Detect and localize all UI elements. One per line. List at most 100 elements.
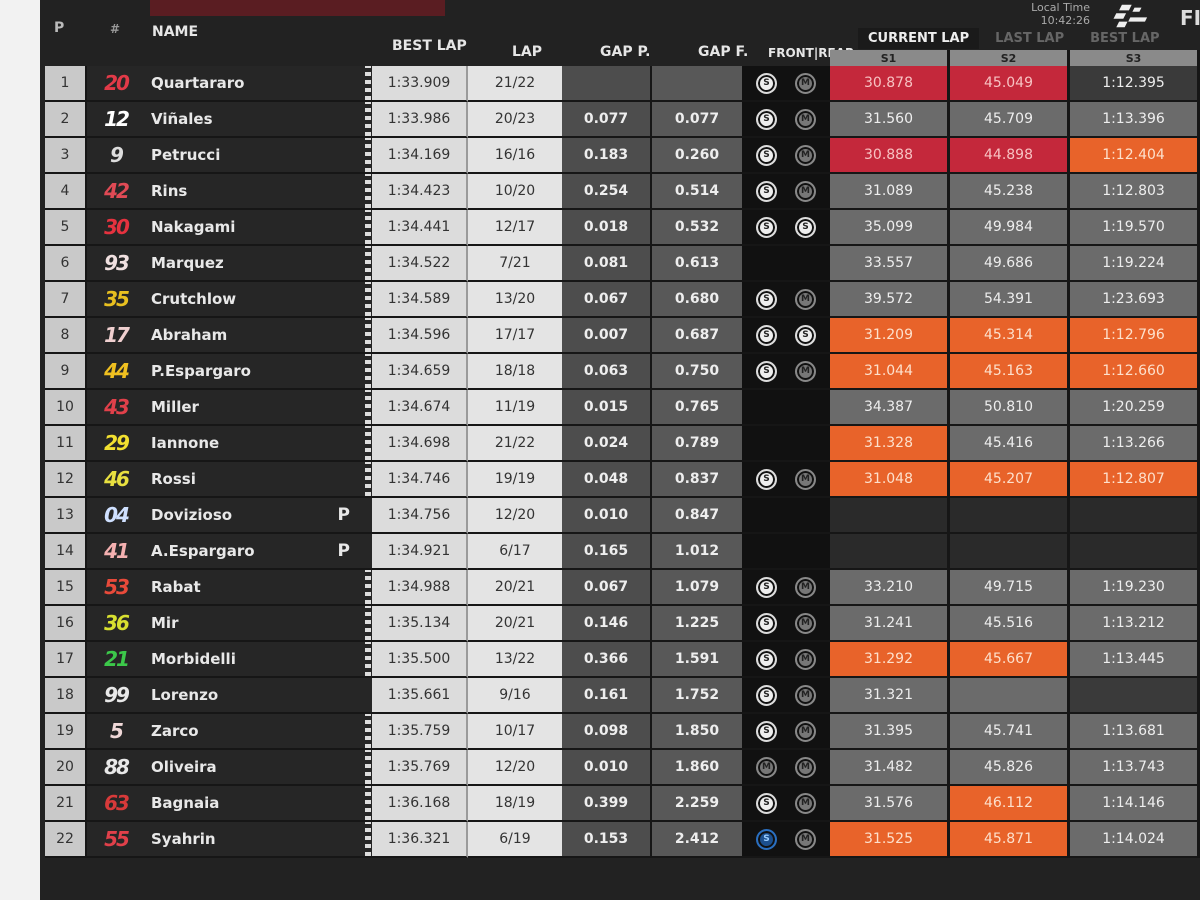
best-lap: 1:34.169 xyxy=(372,138,468,174)
gap-previous: 0.183 xyxy=(562,138,652,174)
rider-name: Rossi xyxy=(151,470,196,488)
rider-row[interactable]: 5 30 Nakagami 1:34.441 12/17 0.018 0.532… xyxy=(45,210,1200,246)
position: 14 xyxy=(45,534,87,570)
sector-1-time: 31.292 xyxy=(830,642,950,678)
flag-cell xyxy=(360,174,372,210)
tyre-front-soft-icon: S xyxy=(756,216,777,238)
position: 3 xyxy=(45,138,87,174)
gap-first: 0.687 xyxy=(652,318,742,354)
gap-first: 1.079 xyxy=(652,570,742,606)
sector-2-time: 45.709 xyxy=(950,102,1070,138)
position: 5 xyxy=(45,210,87,246)
gap-first: 0.765 xyxy=(652,390,742,426)
rider-row[interactable]: 17 21 Morbidelli 1:35.500 13/22 0.366 1.… xyxy=(45,642,1200,678)
gap-previous: 0.018 xyxy=(562,210,652,246)
gap-previous: 0.153 xyxy=(562,822,652,858)
gap-first: 1.591 xyxy=(652,642,742,678)
rider-name: Iannone xyxy=(151,434,220,452)
rider-row[interactable]: 7 35 Crutchlow 1:34.589 13/20 0.067 0.68… xyxy=(45,282,1200,318)
gap-previous: 0.399 xyxy=(562,786,652,822)
flag-cell xyxy=(360,282,372,318)
lap-count: 10/17 xyxy=(468,714,562,750)
best-lap: 1:34.589 xyxy=(372,282,468,318)
rider-row[interactable]: 14 41 A.Espargaro P 1:34.921 6/17 0.165 1… xyxy=(45,534,1200,570)
rider-row[interactable]: 9 44 P.Espargaro 1:34.659 18/18 0.063 0.… xyxy=(45,354,1200,390)
rider-name: Mir xyxy=(151,614,179,632)
tyre-rear-medium-icon: M xyxy=(795,288,816,310)
lap-count: 7/21 xyxy=(468,246,562,282)
rider-name: Abraham xyxy=(151,326,228,344)
sector-2-time: 45.516 xyxy=(950,606,1070,642)
rider-row[interactable]: 1 20 Quartararo 1:33.909 21/22 S M 30.878 4… xyxy=(45,66,1200,102)
rider-number: 88 xyxy=(87,750,145,786)
tab-current-lap[interactable]: CURRENT LAP xyxy=(858,28,980,49)
sector-1-time: 31.089 xyxy=(830,174,950,210)
rider-row[interactable]: 20 88 Oliveira 1:35.769 12/20 0.010 1.86… xyxy=(45,750,1200,786)
position: 1 xyxy=(45,66,87,102)
lap-count: 13/22 xyxy=(468,642,562,678)
best-lap: 1:34.441 xyxy=(372,210,468,246)
sector-3-time: 1:19.224 xyxy=(1070,246,1200,282)
rider-number: 99 xyxy=(87,678,145,714)
tyre-rear-medium-icon: M xyxy=(795,144,816,166)
sector-1-time: 39.572 xyxy=(830,282,950,318)
rider-name-cell: Bagnaia xyxy=(145,786,360,822)
tyre-front-soft-icon: S xyxy=(756,720,777,742)
sector-2-time: 45.238 xyxy=(950,174,1070,210)
rider-row[interactable]: 18 99 Lorenzo 1:35.661 9/16 0.161 1.752 … xyxy=(45,678,1200,714)
flag-cell xyxy=(360,750,372,786)
tyre-front-soft-icon: S xyxy=(756,180,777,202)
tab-last-lap[interactable]: LAST LAP xyxy=(995,31,1065,46)
sector-2-time: 45.871 xyxy=(950,822,1070,858)
rider-name: Rabat xyxy=(151,578,201,596)
rider-row[interactable]: 15 53 Rabat 1:34.988 20/21 0.067 1.079 S… xyxy=(45,570,1200,606)
rider-row[interactable]: 11 29 Iannone 1:34.698 21/22 0.024 0.789… xyxy=(45,426,1200,462)
rider-number: 44 xyxy=(87,354,145,390)
rider-name-cell: Dovizioso P xyxy=(145,498,360,534)
rider-name-cell: Syahrin xyxy=(145,822,360,858)
screen-bezel xyxy=(0,0,40,900)
rider-name: Petrucci xyxy=(151,146,221,164)
rider-name-cell: Zarco xyxy=(145,714,360,750)
rider-row[interactable]: 12 46 Rossi 1:34.746 19/19 0.048 0.837 S… xyxy=(45,462,1200,498)
rider-row[interactable]: 22 55 Syahrin 1:36.321 6/19 0.153 2.412 … xyxy=(45,822,1200,858)
rider-row[interactable]: 3 9 Petrucci 1:34.169 16/16 0.183 0.260 … xyxy=(45,138,1200,174)
flag-cell xyxy=(360,138,372,174)
position: 16 xyxy=(45,606,87,642)
best-lap: 1:34.921 xyxy=(372,534,468,570)
rider-name-cell: Mir xyxy=(145,606,360,642)
rider-row[interactable]: 21 63 Bagnaia 1:36.168 18/19 0.399 2.259… xyxy=(45,786,1200,822)
rider-name: Miller xyxy=(151,398,199,416)
gap-first: 1.850 xyxy=(652,714,742,750)
rider-row[interactable]: 10 43 Miller 1:34.674 11/19 0.015 0.765 … xyxy=(45,390,1200,426)
sector-3-time: 1:19.230 xyxy=(1070,570,1200,606)
gap-previous: 0.067 xyxy=(562,570,652,606)
sector-3-time: 1:12.395 xyxy=(1070,66,1200,102)
rider-row[interactable]: 6 93 Marquez 1:34.522 7/21 0.081 0.613 3… xyxy=(45,246,1200,282)
position: 10 xyxy=(45,390,87,426)
flag-cell xyxy=(360,570,372,606)
rider-name-cell: Iannone xyxy=(145,426,360,462)
position: 20 xyxy=(45,750,87,786)
tab-best-lap[interactable]: BEST LAP xyxy=(1090,31,1160,46)
flag-cell xyxy=(360,534,372,570)
checkered-flag-icon xyxy=(365,210,371,244)
gap-first: 0.514 xyxy=(652,174,742,210)
sector-3-time: 1:14.024 xyxy=(1070,822,1200,858)
sector-2-time: 46.112 xyxy=(950,786,1070,822)
sector-2-time xyxy=(950,534,1070,570)
tyre-rear-medium-icon: M xyxy=(795,756,816,778)
rider-row[interactable]: 8 17 Abraham 1:34.596 17/17 0.007 0.687 … xyxy=(45,318,1200,354)
rider-name: Viñales xyxy=(151,110,213,128)
gap-previous: 0.048 xyxy=(562,462,652,498)
rider-row[interactable]: 2 12 Viñales 1:33.986 20/23 0.077 0.077 … xyxy=(45,102,1200,138)
sector-2-time: 54.391 xyxy=(950,282,1070,318)
rider-row[interactable]: 13 04 Dovizioso P 1:34.756 12/20 0.010 0.… xyxy=(45,498,1200,534)
tyre-rear-medium-icon: M xyxy=(795,828,816,850)
sector-2-time: 44.898 xyxy=(950,138,1070,174)
gap-previous: 0.254 xyxy=(562,174,652,210)
